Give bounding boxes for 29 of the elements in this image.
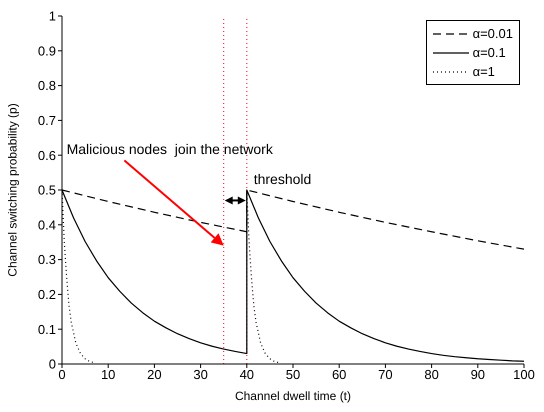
x-tick-label: 100 bbox=[513, 367, 535, 382]
y-axis-title: Channel switching probability (p) bbox=[5, 103, 20, 277]
y-tick-label: 0.8 bbox=[38, 78, 56, 94]
x-tick-label: 60 bbox=[332, 367, 346, 382]
x-tick-label: 10 bbox=[100, 367, 116, 382]
x-tick-label: 30 bbox=[193, 367, 208, 382]
x-tick-label: 20 bbox=[147, 367, 162, 382]
y-tick-label: 0.9 bbox=[38, 43, 56, 58]
legend-label: α=1 bbox=[472, 64, 495, 79]
y-tick-label: 0.4 bbox=[38, 217, 56, 232]
y-tick-label: 0.3 bbox=[38, 252, 56, 268]
x-tick-label: 50 bbox=[286, 367, 300, 382]
annotation: Malicious nodes join the network bbox=[66, 141, 273, 158]
y-tick-label: 0.5 bbox=[38, 182, 56, 198]
x-tick-label: 80 bbox=[424, 367, 439, 382]
annotation: threshold bbox=[254, 170, 312, 187]
y-tick-label: 0 bbox=[48, 356, 56, 372]
y-tick-label: 0.1 bbox=[38, 322, 56, 337]
y-tick-label: 0.2 bbox=[38, 287, 56, 302]
x-tick-label: 0 bbox=[58, 367, 66, 382]
y-tick-label: 1 bbox=[48, 8, 56, 24]
x-tick-label: 40 bbox=[240, 367, 254, 382]
legend-label: α=0.1 bbox=[472, 45, 506, 60]
y-tick-label: 0.6 bbox=[38, 148, 56, 163]
legend-label: α=0.01 bbox=[472, 26, 513, 41]
x-tick-label: 70 bbox=[378, 367, 393, 382]
y-tick-label: 0.7 bbox=[38, 113, 56, 128]
x-tick-label: 90 bbox=[470, 367, 486, 382]
x-axis-title: Channel dwell time (t) bbox=[234, 389, 352, 403]
